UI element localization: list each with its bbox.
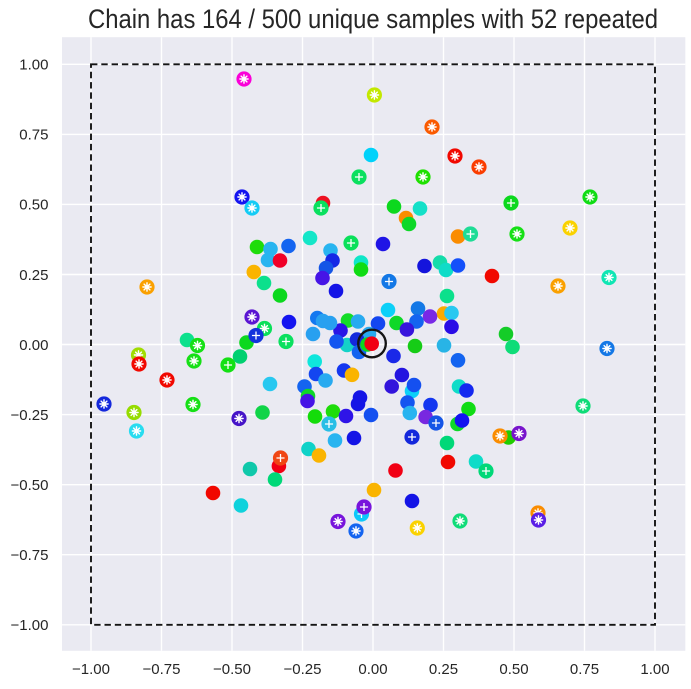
svg-text:Chain has 164 / 500 unique sam: Chain has 164 / 500 unique samples with … <box>88 4 658 34</box>
svg-text:0.00: 0.00 <box>358 661 387 678</box>
svg-text:0.00: 0.00 <box>19 337 48 354</box>
svg-text:−0.25: −0.25 <box>11 407 49 424</box>
svg-text:0.25: 0.25 <box>19 267 48 284</box>
svg-text:0.50: 0.50 <box>19 197 48 214</box>
svg-text:0.50: 0.50 <box>499 661 528 678</box>
svg-text:−1.00: −1.00 <box>72 661 110 678</box>
svg-text:−0.75: −0.75 <box>11 547 49 564</box>
svg-text:0.25: 0.25 <box>429 661 458 678</box>
svg-text:0.75: 0.75 <box>19 127 48 144</box>
svg-text:0.75: 0.75 <box>570 661 599 678</box>
svg-text:−0.50: −0.50 <box>213 661 251 678</box>
svg-text:1.00: 1.00 <box>640 661 669 678</box>
svg-text:−0.25: −0.25 <box>284 661 322 678</box>
svg-text:1.00: 1.00 <box>19 57 48 74</box>
svg-text:−0.75: −0.75 <box>143 661 181 678</box>
svg-text:−0.50: −0.50 <box>11 477 49 494</box>
svg-text:−1.00: −1.00 <box>11 617 49 634</box>
